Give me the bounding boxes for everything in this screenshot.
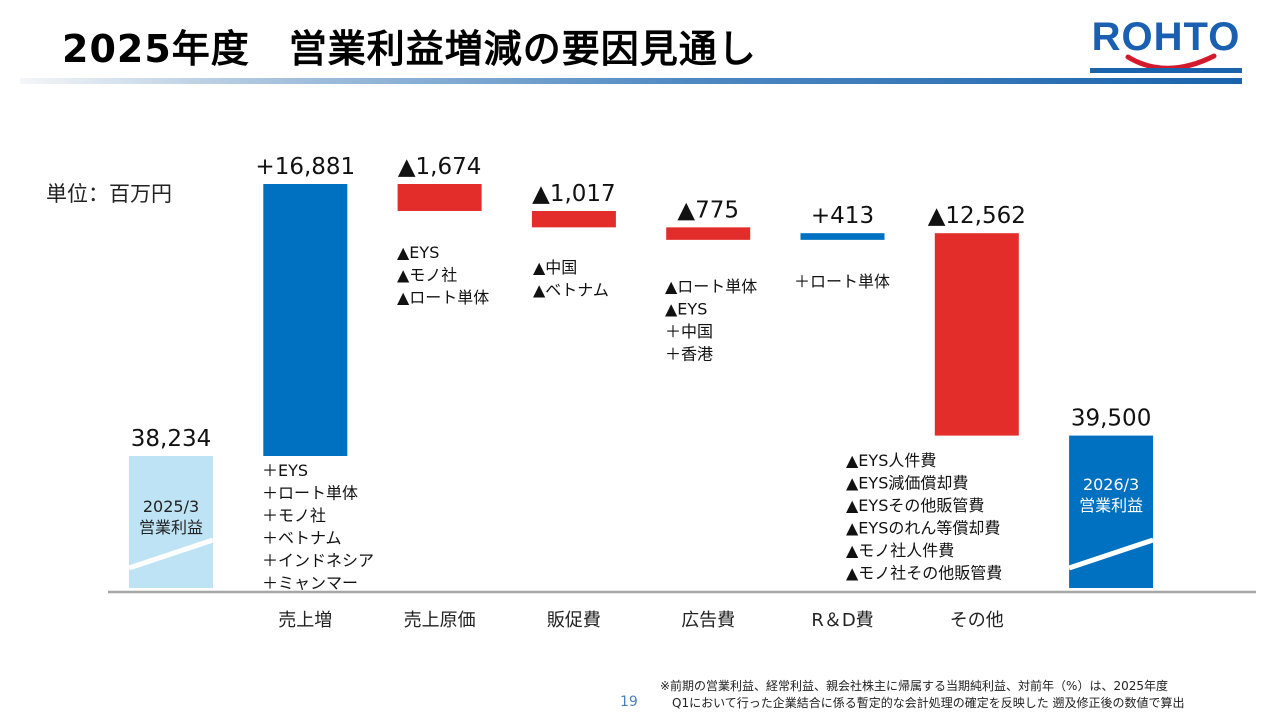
rohto-logo: ROHTO bbox=[1090, 15, 1242, 73]
category-label: 売上増 bbox=[278, 610, 332, 631]
value-label: 39,500 bbox=[1071, 406, 1151, 432]
value-label: ▲775 bbox=[677, 197, 739, 223]
bar-2 bbox=[263, 184, 348, 456]
bar-stripe bbox=[128, 537, 214, 571]
note-line: ＋EYS bbox=[262, 461, 308, 480]
bar-inner-label: 営業利益 bbox=[139, 518, 203, 537]
category-label: 広告費 bbox=[681, 610, 735, 631]
value-label: ▲1,674 bbox=[398, 154, 482, 180]
logo-underline bbox=[1090, 68, 1242, 73]
bar-5 bbox=[666, 227, 751, 240]
footnote-line-1: ※前期の営業利益、経常利益、親会社株主に帰属する当期純利益、対前年（%）は、20… bbox=[660, 679, 1168, 693]
note-line: ＋中国 bbox=[665, 322, 713, 341]
note-line: ＋ロート単体 bbox=[794, 272, 890, 291]
note-line: ▲中国 bbox=[533, 258, 577, 277]
logo-text: ROHTO bbox=[1092, 15, 1241, 59]
title-underline bbox=[20, 78, 1242, 84]
note-line: ▲EYS人件費 bbox=[846, 451, 936, 470]
category-label: R＆D費 bbox=[811, 610, 873, 631]
note-line: ＋ロート単体 bbox=[262, 484, 358, 503]
note-line: ＋ベトナム bbox=[262, 529, 342, 548]
note-line: ▲モノ社人件費 bbox=[846, 541, 954, 560]
note-line: ＋インドネシア bbox=[262, 551, 374, 570]
note-line: ▲ロート単体 bbox=[665, 277, 757, 296]
bar-3 bbox=[397, 184, 482, 211]
bar-inner-label: 営業利益 bbox=[1079, 496, 1143, 515]
value-label: ▲1,017 bbox=[532, 181, 616, 207]
note-line: ▲ロート単体 bbox=[397, 288, 489, 307]
page-number: 19 bbox=[620, 694, 638, 710]
note-line: ＋モノ社 bbox=[262, 506, 326, 525]
category-label: その他 bbox=[950, 610, 1004, 631]
bar-4 bbox=[531, 210, 616, 228]
bar-7 bbox=[934, 233, 1019, 436]
bar-inner-label: 2026/3 bbox=[1083, 475, 1139, 494]
unit-label: 単位：百万円 bbox=[46, 182, 172, 206]
footnote-line-2: Q1において行った企業結合に係る暫定的な会計処理の確定を反映した 遡及修正後の数… bbox=[660, 696, 1185, 710]
value-label: +413 bbox=[811, 203, 874, 229]
note-line: ▲モノ社 bbox=[397, 266, 457, 285]
note-line: ＋香港 bbox=[665, 345, 713, 364]
note-line: ▲EYSその他販管費 bbox=[846, 496, 984, 515]
note-line: ＋ミャンマー bbox=[262, 574, 358, 593]
bar-6 bbox=[800, 233, 885, 240]
note-line: ▲ベトナム bbox=[533, 281, 609, 300]
value-label: 38,234 bbox=[131, 426, 211, 452]
bar-stripe bbox=[1068, 537, 1154, 571]
page-title: 2025年度 営業利益増減の要因見通し bbox=[62, 27, 757, 71]
bar-1 bbox=[129, 456, 213, 588]
value-label: +16,881 bbox=[255, 154, 355, 180]
note-line: ▲EYS bbox=[665, 300, 707, 319]
bar-inner-label: 2025/3 bbox=[143, 497, 199, 516]
footnote: ※前期の営業利益、経常利益、親会社株主に帰属する当期純利益、対前年（%）は、20… bbox=[660, 678, 1185, 712]
value-label: ▲12,562 bbox=[928, 203, 1026, 229]
note-line: ▲EYS減価償却費 bbox=[846, 474, 968, 493]
note-line: ▲モノ社その他販管費 bbox=[846, 564, 1002, 583]
category-label: 販促費 bbox=[547, 610, 601, 631]
note-line: ▲EYSのれん等償却費 bbox=[846, 519, 1000, 538]
category-label: 売上原価 bbox=[404, 610, 476, 631]
note-line: ▲EYS bbox=[397, 243, 439, 262]
